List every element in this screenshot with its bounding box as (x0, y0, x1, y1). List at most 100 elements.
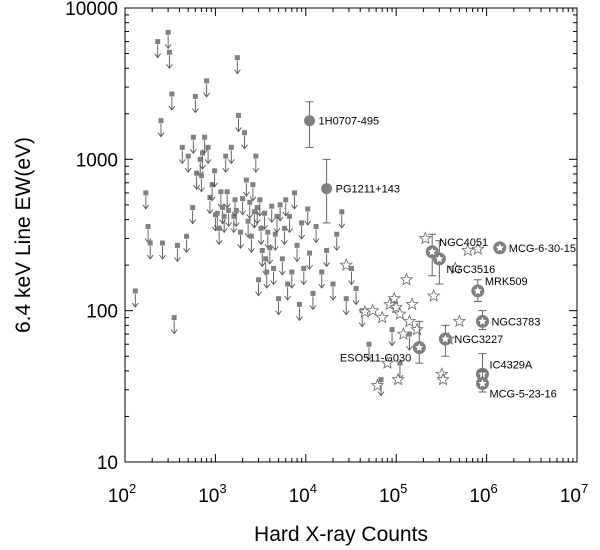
upper-limit-marker (232, 207, 240, 228)
arrow-head (288, 283, 296, 289)
arrow-head (258, 262, 266, 268)
star-marker (339, 258, 353, 271)
upper-limit-marker (239, 196, 246, 216)
upper-limit-marker (217, 189, 225, 209)
upper-limit-marker (204, 144, 212, 165)
star-marker (391, 372, 405, 386)
upper-limit-square (235, 112, 241, 118)
upper-limit-marker (146, 240, 154, 260)
upper-limit-square (330, 281, 336, 287)
arrow-head (273, 228, 281, 234)
upper-limit-square (274, 213, 280, 219)
upper-limit-marker (237, 229, 244, 249)
upper-limit-marker (257, 225, 265, 246)
arrow-head (178, 159, 186, 165)
upper-limit-square (202, 134, 208, 140)
upper-limit-marker (406, 331, 413, 351)
arrow-head (406, 345, 413, 351)
upper-limit-square (366, 341, 372, 347)
upper-limit-square (205, 144, 211, 150)
arrow-head (300, 280, 308, 286)
upper-limit-marker (281, 225, 288, 246)
upper-limit-square (216, 225, 222, 231)
arrow-head (388, 341, 396, 347)
upper-limit-marker (183, 233, 190, 254)
upper-limit-square (271, 265, 277, 271)
arrow-head (230, 228, 238, 234)
upper-limit-marker (184, 153, 192, 173)
source-point (304, 115, 316, 127)
arrow-head (220, 228, 228, 234)
upper-limit-marker (252, 153, 260, 173)
arrow-head (237, 243, 244, 249)
upper-limit-square (305, 206, 311, 212)
upper-limit-square (307, 250, 313, 256)
source-label: MRK509 (485, 276, 528, 288)
arrow-head (232, 222, 240, 228)
data-layer (131, 29, 507, 397)
upper-limit-square (343, 296, 349, 302)
named-star-marker (426, 245, 439, 257)
upper-limit-marker (291, 190, 298, 210)
upper-limit-marker (246, 199, 254, 220)
arrow-head (286, 228, 293, 234)
arrow-head (246, 214, 254, 220)
arrow-head (227, 159, 235, 165)
star-marker (393, 306, 407, 320)
arrow-head (223, 203, 231, 209)
upper-limit-marker (231, 197, 239, 217)
named-star-marker (476, 315, 489, 327)
upper-limit-square (353, 286, 359, 292)
arrow-head (318, 283, 326, 289)
upper-limit-square (223, 153, 229, 159)
upper-limit-marker (352, 286, 360, 306)
upper-limit-marker (282, 197, 290, 217)
upper-limit-marker (342, 296, 350, 316)
upper-limit-square (281, 225, 287, 231)
upper-limit-marker (189, 205, 196, 225)
upper-limit-square (310, 290, 316, 296)
arrow-head (275, 310, 282, 316)
arrow-head (278, 270, 286, 276)
upper-limit-square (224, 189, 230, 195)
star-marker (410, 322, 424, 336)
arrow-head (242, 191, 250, 197)
upper-limit-marker (142, 190, 150, 210)
arrow-head (189, 148, 197, 154)
arrow-head (293, 257, 301, 263)
upper-limit-marker (131, 288, 139, 308)
upper-limit-square (145, 223, 151, 229)
upper-limit-square (165, 29, 171, 35)
upper-limit-square (132, 288, 138, 294)
y-axis-title: 6.4 keV Line EW(eV) (12, 137, 35, 333)
arrow-head (276, 216, 284, 222)
upper-limit-marker (234, 55, 241, 75)
upper-limit-square (339, 209, 345, 215)
upper-limit-square (265, 229, 271, 235)
upper-limit-marker (284, 281, 292, 301)
upper-limit-marker (225, 207, 232, 228)
upper-limit-square (272, 231, 278, 237)
arrow-head (166, 63, 173, 70)
upper-limit-marker (193, 170, 200, 190)
upper-limit-marker (189, 134, 197, 154)
arrow-head (304, 220, 312, 226)
upper-limit-square (221, 213, 227, 219)
upper-limit-square (267, 245, 273, 251)
arrow-head (198, 187, 205, 193)
upper-limit-marker (263, 269, 271, 289)
upper-limit-marker (178, 144, 186, 165)
upper-limit-marker (275, 296, 282, 316)
upper-limit-square (155, 39, 161, 45)
upper-limit-square (289, 269, 295, 275)
upper-limit-marker (266, 245, 274, 265)
upper-limit-marker (201, 134, 208, 154)
arrow-head (296, 316, 303, 322)
y-tick-label: 10 (97, 453, 118, 474)
source-label: ESO511-G030 (340, 353, 411, 365)
upper-limit-marker (306, 250, 313, 270)
upper-limit-square (220, 205, 226, 211)
arrow-head (266, 259, 274, 265)
star-marker (426, 288, 441, 302)
star-marker (387, 291, 401, 305)
